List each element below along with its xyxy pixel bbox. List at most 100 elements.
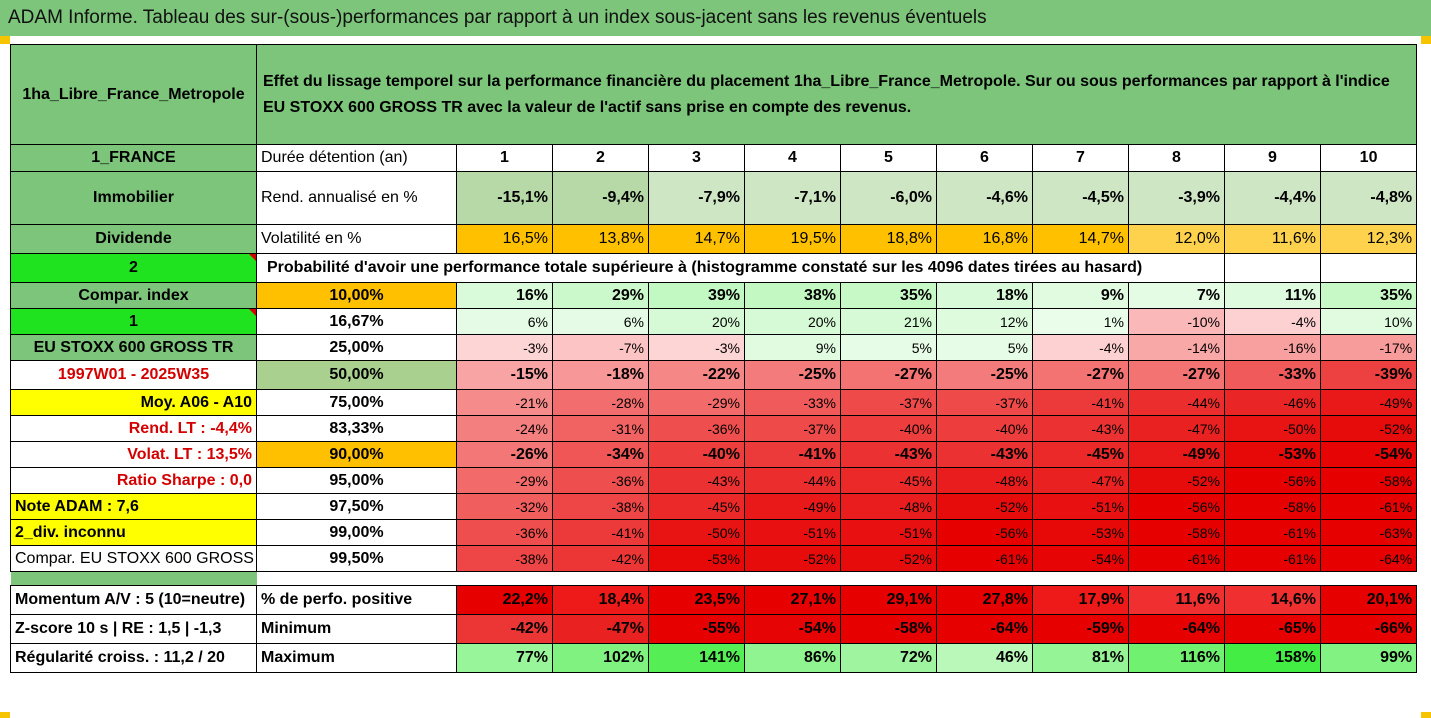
quantile-value-cell: -18% <box>552 360 649 390</box>
quantile-value-cell: 10% <box>1319 308 1418 335</box>
perfo_pos-value-cell: 27,8% <box>936 585 1033 615</box>
quantile-value-cell: 20% <box>744 308 841 335</box>
quantile-value-cell: -53% <box>1224 441 1321 468</box>
quantile-value-cell: -36% <box>552 467 649 494</box>
quantile-value-cell: -53% <box>1032 519 1129 546</box>
quantile-value-cell: -51% <box>1032 493 1129 520</box>
quantile-value-cell: 9% <box>744 334 841 361</box>
quantile-value-cell: -24% <box>456 415 553 442</box>
quantile-value-cell: -28% <box>552 389 649 416</box>
empty-cell <box>1319 253 1418 283</box>
quantile-value-cell: -49% <box>1319 389 1418 416</box>
quantile-value-cell: -53% <box>648 545 745 572</box>
maximum-value-cell: 81% <box>1032 643 1129 673</box>
year-header-cell: 2 <box>552 144 649 172</box>
minimum-value-cell: -58% <box>840 614 937 644</box>
perfo_pos-value-cell: 11,6% <box>1128 585 1225 615</box>
side-label: Compar. index <box>10 282 257 309</box>
quantile-value-cell: -61% <box>1128 545 1225 572</box>
volat-value-cell: 14,7% <box>648 224 745 254</box>
quantile-value-cell: -37% <box>936 389 1033 416</box>
quantile-label: 90,00% <box>256 441 457 468</box>
year-header-cell: 6 <box>936 144 1033 172</box>
gap-spacer <box>257 572 1417 586</box>
quantile-value-cell: -52% <box>936 493 1033 520</box>
minimum-value-cell: -66% <box>1319 614 1418 644</box>
volat-value-cell: 12,0% <box>1128 224 1225 254</box>
quantile-label: 50,00% <box>256 360 457 390</box>
quantile-value-cell: -29% <box>456 467 553 494</box>
quantile-value-cell: -56% <box>1128 493 1225 520</box>
quantile-value-cell: -56% <box>936 519 1033 546</box>
quantile-value-cell: -56% <box>1224 467 1321 494</box>
rend-value-cell: -3,9% <box>1128 171 1225 225</box>
quantile-value-cell: 7% <box>1128 282 1225 309</box>
volat-value-cell: 16,5% <box>456 224 553 254</box>
rend-value-cell: -9,4% <box>552 171 649 225</box>
quantile-label: 95,00% <box>256 467 457 494</box>
quantile-value-cell: -54% <box>1032 545 1129 572</box>
side-label: EU STOXX 600 GROSS TR <box>10 334 257 361</box>
rend-value-cell: -4,8% <box>1319 171 1418 225</box>
quantile-value-cell: -50% <box>648 519 745 546</box>
rend-value-cell: -6,0% <box>840 171 937 225</box>
bottom-side-label: Régularité croiss. : 11,2 / 20 <box>10 643 257 673</box>
volat-value-cell: 13,8% <box>552 224 649 254</box>
empty-cell <box>1224 253 1321 283</box>
bottom-row-label: % de perfo. positive <box>256 585 457 615</box>
volat-value-cell: 14,7% <box>1032 224 1129 254</box>
quantile-value-cell: -16% <box>1224 334 1321 361</box>
quantile-label: 97,50% <box>256 493 457 520</box>
quantile-value-cell: -49% <box>1128 441 1225 468</box>
minimum-value-cell: -47% <box>552 614 649 644</box>
quantile-value-cell: -42% <box>552 545 649 572</box>
quantile-value-cell: -17% <box>1319 334 1418 361</box>
quantile-value-cell: -49% <box>744 493 841 520</box>
year-header-cell: 3 <box>648 144 745 172</box>
minimum-value-cell: -64% <box>1128 614 1225 644</box>
quantile-value-cell: -26% <box>456 441 553 468</box>
quantile-value-cell: -22% <box>648 360 745 390</box>
quantile-value-cell: -58% <box>1224 493 1321 520</box>
quantile-value-cell: -15% <box>456 360 553 390</box>
minimum-value-cell: -64% <box>936 614 1033 644</box>
quantile-value-cell: -46% <box>1224 389 1321 416</box>
quantile-value-cell: -3% <box>648 334 745 361</box>
side-label: Rend. LT : -4,4% <box>10 415 257 442</box>
minimum-value-cell: -55% <box>648 614 745 644</box>
quantile-label: 83,33% <box>256 415 457 442</box>
bottom-row-label: Maximum <box>256 643 457 673</box>
quantile-value-cell: 1% <box>1032 308 1129 335</box>
rend-value-cell: -7,1% <box>744 171 841 225</box>
quantile-value-cell: -33% <box>744 389 841 416</box>
quantile-value-cell: -40% <box>936 415 1033 442</box>
quantile-value-cell: -48% <box>936 467 1033 494</box>
quantile-value-cell: -52% <box>840 545 937 572</box>
maximum-value-cell: 77% <box>456 643 553 673</box>
minimum-value-cell: -59% <box>1032 614 1129 644</box>
quantile-value-cell: -61% <box>936 545 1033 572</box>
quantile-value-cell: -43% <box>648 467 745 494</box>
maximum-value-cell: 46% <box>936 643 1033 673</box>
quantile-value-cell: -51% <box>840 519 937 546</box>
quantile-value-cell: -39% <box>1319 360 1418 390</box>
quantile-value-cell: -43% <box>840 441 937 468</box>
quantile-value-cell: -52% <box>1128 467 1225 494</box>
report-title: ADAM Informe. Tableau des sur-(sous-)per… <box>0 0 1431 36</box>
quantile-label: 99,00% <box>256 519 457 546</box>
year-header-cell: 4 <box>744 144 841 172</box>
side-label: Moy. A06 - A10 <box>10 389 257 416</box>
year-header-cell: 8 <box>1128 144 1225 172</box>
quantile-value-cell: 35% <box>1319 282 1418 309</box>
quantile-value-cell: -37% <box>744 415 841 442</box>
country-label: 1_FRANCE <box>10 144 257 172</box>
bottom-side-label: Z-score 10 s | RE : 1,5 | -1,3 <box>10 614 257 644</box>
quantile-value-cell: 35% <box>840 282 937 309</box>
side-label: 1997W01 - 2025W35 <box>10 360 257 390</box>
quantile-value-cell: -38% <box>456 545 553 572</box>
quantile-value-cell: -50% <box>1224 415 1321 442</box>
year-header-cell: 1 <box>456 144 553 172</box>
quantile-value-cell: -52% <box>1319 415 1418 442</box>
volat-value-cell: 12,3% <box>1319 224 1418 254</box>
